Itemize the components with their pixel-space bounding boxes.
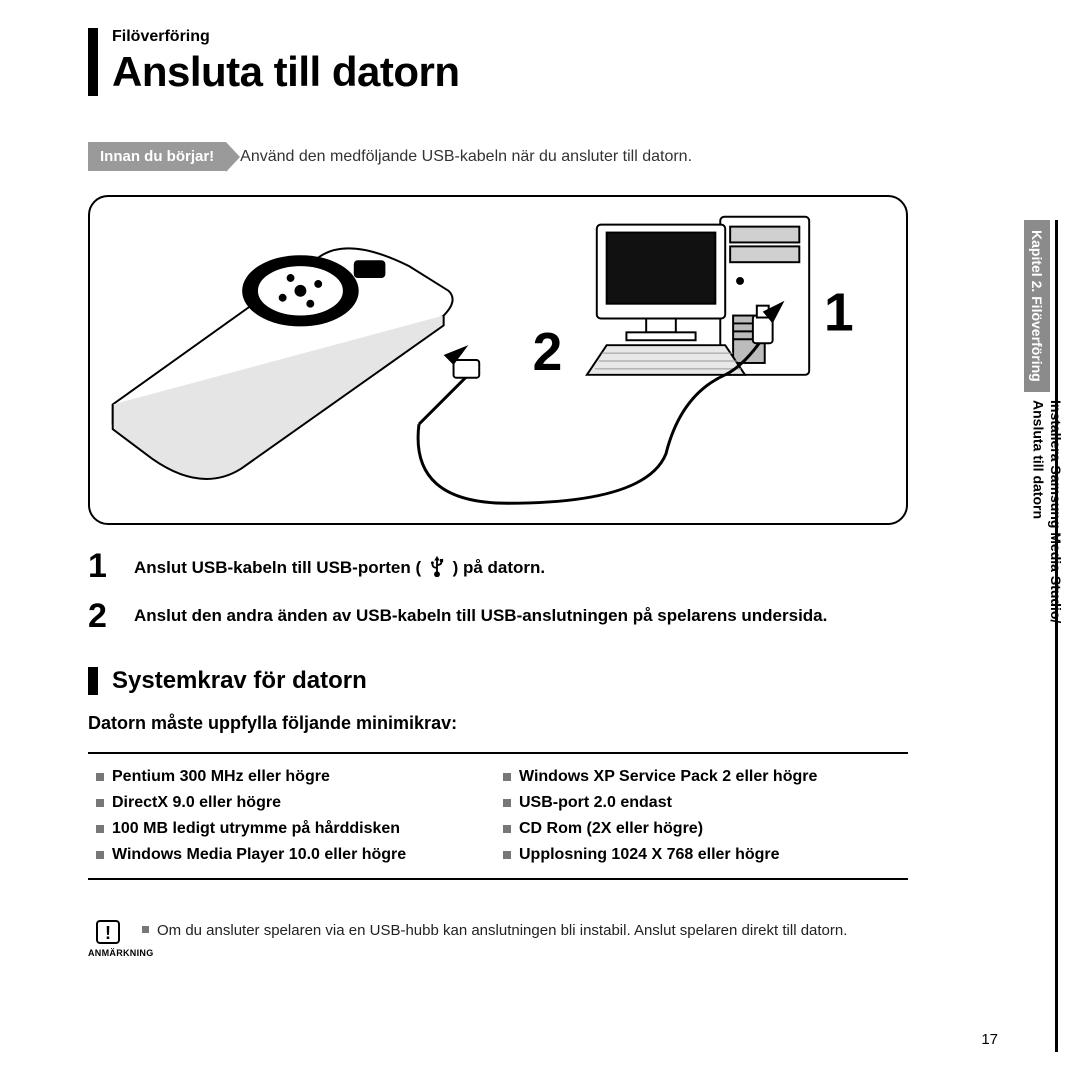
note-text: Om du ansluter spelaren via en USB-hubb … — [142, 920, 847, 941]
page-number: 17 — [981, 1031, 998, 1048]
requirements-right: Windows XP Service Pack 2 eller högre US… — [503, 768, 900, 864]
req-item: DirectX 9.0 eller högre — [96, 794, 493, 812]
before-text: Använd den medföljande USB-kabeln när du… — [240, 148, 692, 166]
side-chapter: Kapitel 2. Filöverföring — [1024, 220, 1050, 392]
cable-label-pc: 1 — [824, 283, 854, 342]
req-item: Upplosning 1024 X 768 eller högre — [503, 846, 900, 864]
requirements-box: Pentium 300 MHz eller högre DirectX 9.0 … — [88, 752, 908, 880]
req-item: Windows XP Service Pack 2 eller högre — [503, 768, 900, 786]
side-section: Installera Samsung Media Studio/ Ansluta… — [1024, 392, 1069, 631]
usb-icon — [426, 555, 448, 577]
before-row: Innan du börjar! Använd den medföljande … — [88, 142, 1008, 171]
connection-illustration: 2 1 — [88, 195, 908, 525]
subheading: Datorn måste uppfylla följande minimikra… — [88, 713, 1008, 734]
section-heading: Systemkrav för datorn — [88, 667, 1008, 695]
req-item: CD Rom (2X eller högre) — [503, 820, 900, 838]
before-badge: Innan du börjar! — [88, 142, 226, 171]
steps: 1 Anslut USB-kabeln till USB-porten ( ) … — [88, 549, 908, 633]
step-2: 2 Anslut den andra änden av USB-kabeln t… — [88, 599, 908, 633]
side-tab: Kapitel 2. Filöverföring Installera Sams… — [1024, 220, 1054, 980]
req-item: 100 MB ledigt utrymme på hårddisken — [96, 820, 493, 838]
page-title: Ansluta till datorn — [112, 48, 1008, 96]
req-item: Windows Media Player 10.0 eller högre — [96, 846, 493, 864]
cable-label-device: 2 — [533, 323, 563, 382]
note-row: ! ANMÄRKNING Om du ansluter spelaren via… — [88, 920, 968, 958]
step-number: 1 — [88, 549, 118, 583]
title-block: Filöverföring Ansluta till datorn — [88, 28, 1008, 96]
step-text: Anslut USB-kabeln till USB-porten ( ) på… — [134, 549, 545, 580]
overline: Filöverföring — [112, 28, 1008, 46]
step-number: 2 — [88, 599, 118, 633]
req-item: Pentium 300 MHz eller högre — [96, 768, 493, 786]
note-icon: ! ANMÄRKNING — [88, 920, 128, 958]
requirements-left: Pentium 300 MHz eller högre DirectX 9.0 … — [96, 768, 493, 864]
req-item: USB-port 2.0 endast — [503, 794, 900, 812]
step-text: Anslut den andra änden av USB-kabeln til… — [134, 599, 827, 628]
step-1: 1 Anslut USB-kabeln till USB-porten ( ) … — [88, 549, 908, 583]
side-rule — [1055, 220, 1058, 1052]
